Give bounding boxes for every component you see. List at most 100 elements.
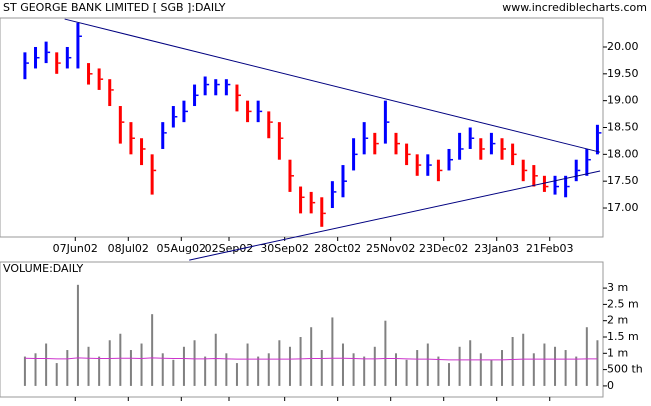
volume-bar (288, 346, 291, 386)
volume-average (24, 357, 598, 361)
price-bar (87, 63, 91, 85)
volume-bar (23, 356, 26, 386)
price-bar (182, 100, 186, 123)
price-bar (150, 154, 154, 195)
price-bar (489, 132, 493, 155)
y-tick-label: 3 m (607, 281, 628, 294)
price-bar (436, 159, 440, 182)
x-tick-label: 23Dec02 (419, 242, 468, 255)
price-bar (277, 122, 281, 160)
volume-bar (479, 353, 482, 386)
x-tick-label: 23Jan03 (474, 242, 519, 255)
volume-bar (384, 320, 387, 386)
y-tick-label: 1 m (607, 346, 628, 359)
volume-bar (585, 327, 588, 386)
volume-bar (299, 337, 302, 386)
price-bar (320, 197, 324, 227)
volume-bar (55, 363, 58, 386)
y-tick-label: 19.50 (607, 67, 639, 80)
y-tick-label: 1.5 m (607, 330, 639, 343)
price-bar (362, 122, 366, 155)
volume-bar (225, 353, 228, 386)
trendline (64, 18, 601, 153)
price-bar (65, 46, 69, 69)
volume-bar (575, 356, 578, 386)
y-tick-label: 17.00 (607, 201, 639, 214)
volume-frame (0, 261, 604, 398)
volume-bar (246, 343, 249, 386)
y-tick-label: 19.00 (607, 94, 639, 107)
price-bar (330, 181, 334, 209)
volume-bar (98, 356, 101, 386)
volume-bar (564, 350, 567, 386)
price-bar (458, 132, 462, 160)
x-tick-label: 08Jul02 (108, 242, 149, 255)
volume-bar (469, 340, 472, 386)
volume-bar (193, 340, 196, 386)
price-bar (23, 52, 27, 80)
volume-bar (426, 343, 429, 386)
price-bar (542, 175, 546, 192)
volume-bar (522, 333, 525, 386)
price-bar (44, 41, 48, 64)
volume-bar (151, 314, 154, 386)
x-tick-label: 30Sep02 (260, 242, 309, 255)
price-bar (34, 46, 38, 69)
price-bar (595, 124, 599, 155)
price-bar (193, 84, 197, 107)
volume-bar (373, 346, 376, 386)
price-bar (447, 148, 451, 171)
y-tick-label: 20.00 (607, 40, 639, 53)
price-bar (203, 76, 207, 96)
price-bar (500, 138, 504, 160)
price-bar (341, 165, 345, 198)
price-bar (161, 122, 165, 149)
price-bar (426, 154, 430, 176)
price-bar (267, 111, 271, 139)
price-bar (55, 52, 59, 74)
price-bar (394, 132, 398, 155)
price-bar (585, 148, 589, 176)
volume-bar (543, 343, 546, 386)
volume-bar (320, 350, 323, 386)
volume-bar (214, 333, 217, 386)
price-bar (299, 186, 303, 214)
volume-bar (119, 333, 122, 386)
price-bar (564, 175, 568, 198)
volume-bar (363, 356, 366, 386)
price-bar (97, 68, 101, 90)
price-bar (224, 79, 228, 96)
volume-bar (448, 363, 451, 386)
price-bar (468, 127, 472, 149)
x-tick-label: 21Feb03 (526, 242, 573, 255)
volume-bar (458, 346, 461, 386)
volume-bar (490, 359, 493, 386)
price-bar (405, 143, 409, 166)
price-bar (511, 143, 515, 166)
price-bar (76, 22, 80, 69)
volume-bar (554, 346, 557, 386)
volume-bar (501, 350, 504, 386)
volume-bar (267, 353, 270, 386)
volume-bar (161, 353, 164, 386)
price-bar (256, 100, 260, 123)
volume-bar (182, 346, 185, 386)
volume-bar (511, 337, 514, 386)
volume-bar (532, 353, 535, 386)
price-bar (129, 122, 133, 155)
price-bar (140, 138, 144, 166)
volume-bar (204, 356, 207, 386)
price-bar (108, 79, 112, 107)
price-bar (214, 79, 218, 96)
price-bar (352, 138, 356, 171)
volume-bar (416, 350, 419, 386)
volume-bar (235, 363, 238, 386)
price-bar (479, 138, 483, 160)
source: www.incrediblecharts.com (502, 1, 647, 14)
price-bar (553, 175, 557, 195)
volume-bar (405, 359, 408, 386)
price-bar (235, 84, 239, 112)
price-bar (171, 106, 175, 128)
